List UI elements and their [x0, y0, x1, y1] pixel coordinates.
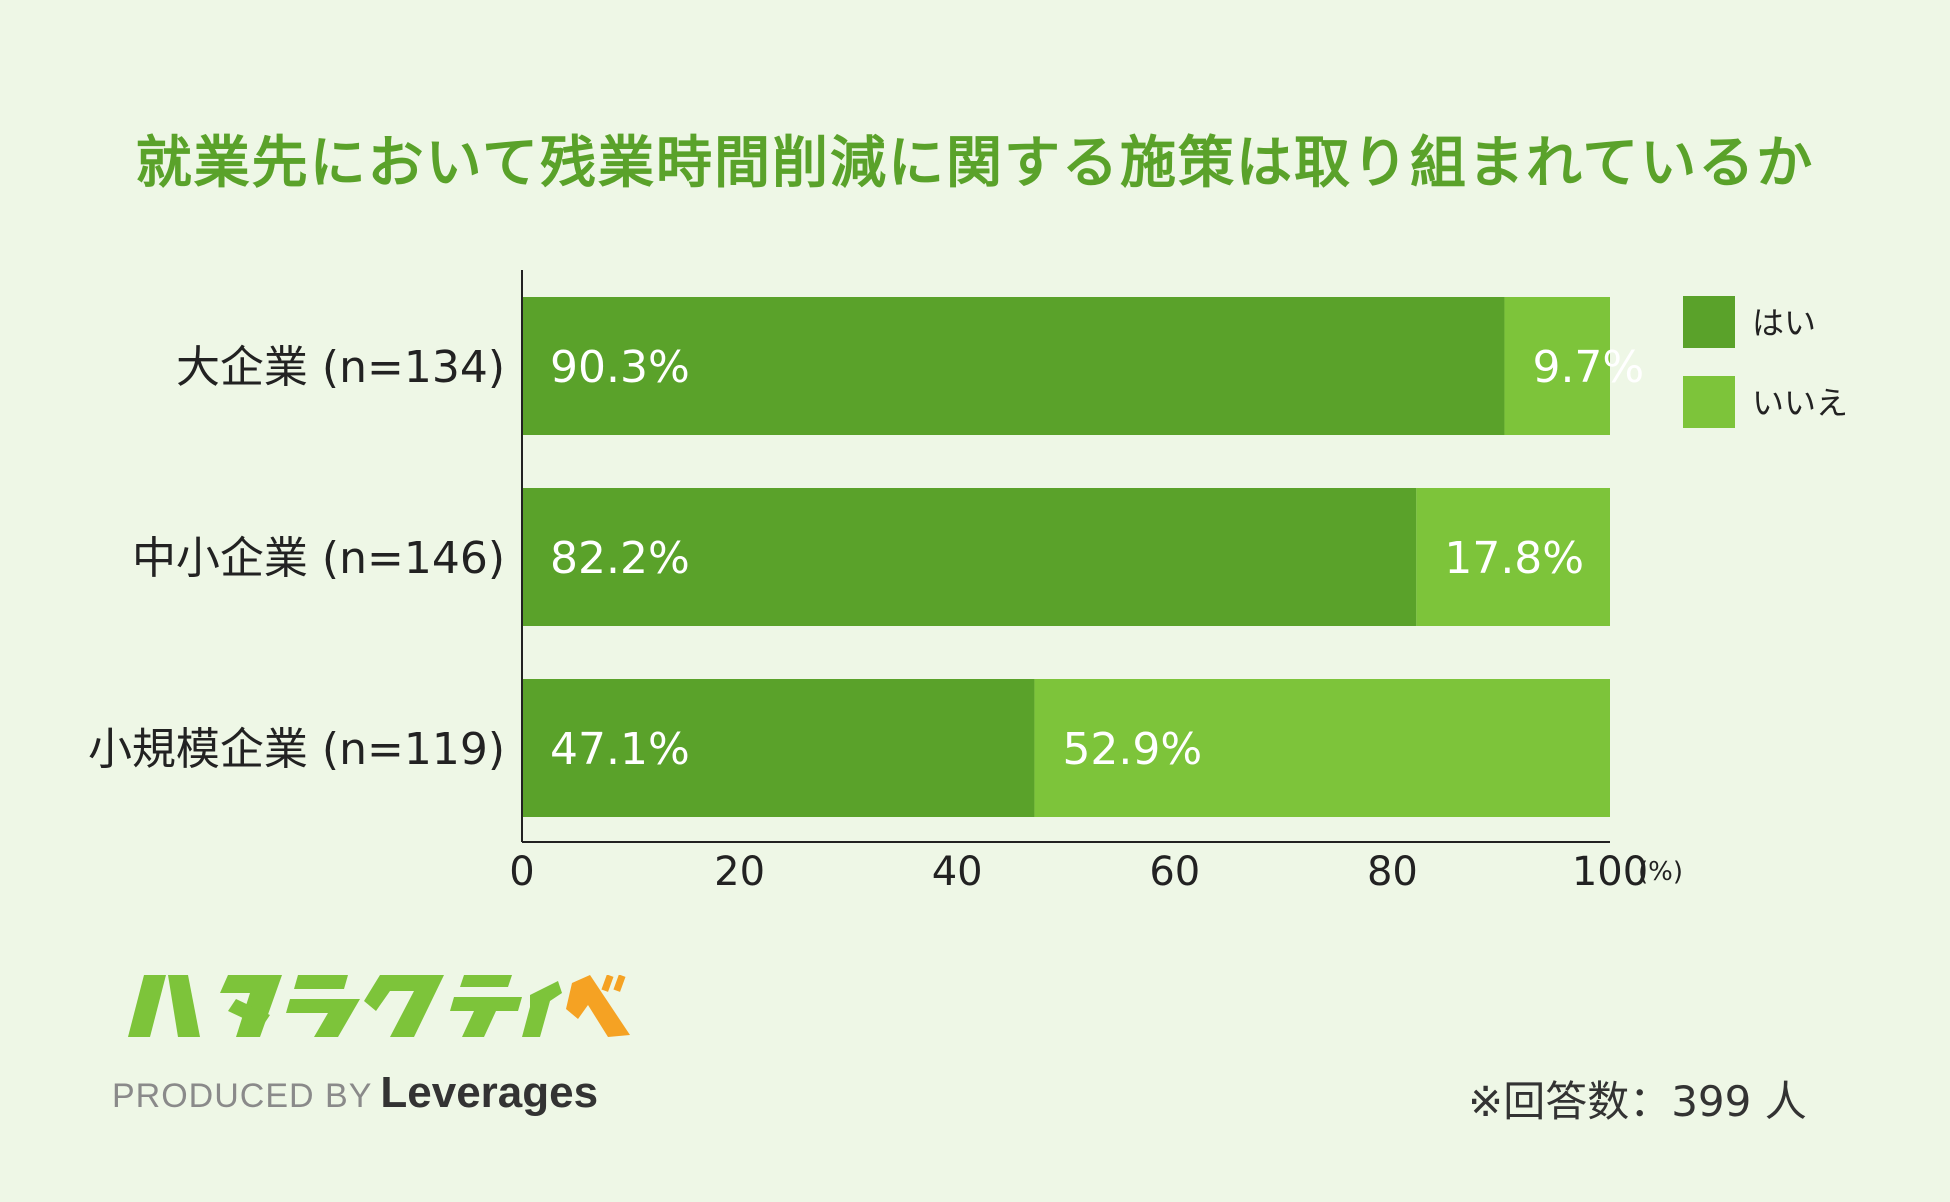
- data-label: 82.2%: [550, 533, 690, 584]
- bar-segment: [522, 297, 1505, 435]
- x-tick-label: 60: [1149, 849, 1200, 895]
- x-tick-label: 100: [1572, 849, 1648, 895]
- produced-by-label: PRODUCED BY: [112, 1077, 373, 1115]
- brand-name: Leverages: [380, 1068, 599, 1117]
- legend-swatch: [1683, 296, 1735, 348]
- produced-by: PRODUCED BY Leverages: [112, 1068, 598, 1118]
- legend-swatch: [1683, 376, 1735, 428]
- x-tick-label: 40: [932, 849, 983, 895]
- data-label: 52.9%: [1062, 724, 1202, 775]
- bar-segment: [522, 488, 1417, 626]
- bar-segment: [1034, 679, 1610, 817]
- respondent-count: ※回答数：399 人: [1468, 1077, 1807, 1126]
- chart-title: 就業先において残業時間削減に関する施策は取り組まれているか: [135, 131, 1815, 196]
- hataractive-logo: [128, 975, 630, 1037]
- bar-segment: [522, 679, 1035, 817]
- data-label: 90.3%: [550, 342, 690, 393]
- data-label: 17.8%: [1444, 533, 1584, 584]
- legend-label: はい: [1752, 304, 1816, 342]
- x-tick-label: 20: [714, 849, 765, 895]
- category-label: 中小企業 (n=146): [132, 533, 505, 584]
- x-axis-unit: (%): [1638, 857, 1683, 887]
- bar-segment: [1416, 488, 1610, 626]
- category-label: 小規模企業 (n=119): [88, 724, 505, 775]
- x-tick-label: 0: [509, 849, 534, 895]
- data-label: 9.7%: [1532, 342, 1644, 393]
- legend-label: いいえ: [1752, 384, 1848, 422]
- data-label: 47.1%: [550, 724, 690, 775]
- x-tick-label: 80: [1367, 849, 1418, 895]
- bar-segment: [1504, 297, 1610, 435]
- category-label: 大企業 (n=134): [176, 342, 505, 393]
